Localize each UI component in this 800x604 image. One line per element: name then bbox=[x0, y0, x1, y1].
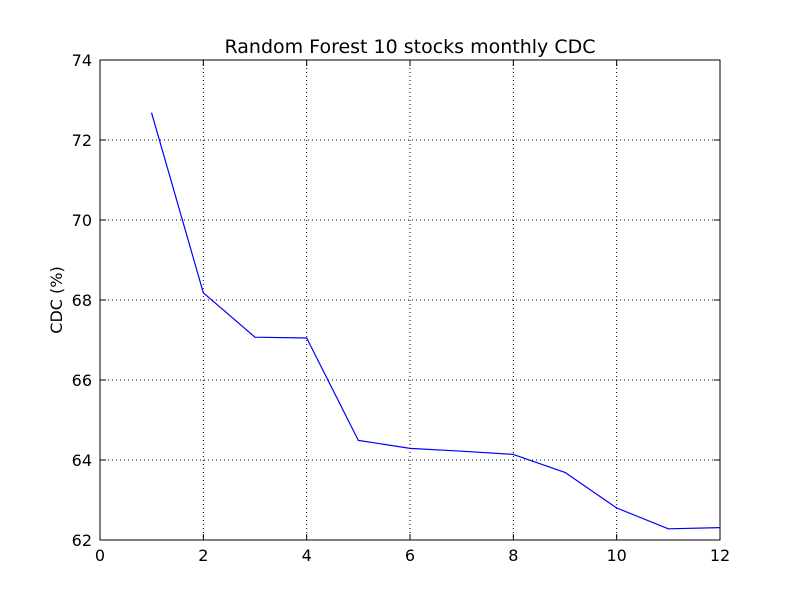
data-point bbox=[357, 439, 359, 441]
data-point bbox=[667, 528, 669, 530]
grid bbox=[100, 60, 720, 540]
data-point bbox=[151, 112, 153, 114]
series-layer bbox=[151, 112, 721, 530]
y-axis-label: CDC (%) bbox=[47, 266, 66, 333]
y-tick-label: 68 bbox=[72, 291, 92, 310]
x-tick-label: 4 bbox=[302, 546, 312, 565]
x-tick-label: 12 bbox=[710, 546, 730, 565]
y-tick-label: 70 bbox=[72, 211, 92, 230]
x-tick-label: 2 bbox=[198, 546, 208, 565]
y-tick-label: 62 bbox=[72, 531, 92, 550]
x-tick-label: 10 bbox=[606, 546, 626, 565]
x-tick-label: 6 bbox=[405, 546, 415, 565]
y-tick-label: 74 bbox=[72, 51, 92, 70]
data-point bbox=[409, 447, 411, 449]
x-tick-label: 0 bbox=[95, 546, 105, 565]
data-point bbox=[461, 450, 463, 452]
data-point bbox=[254, 336, 256, 338]
series-line bbox=[151, 113, 721, 530]
chart-title: Random Forest 10 stocks monthly CDC bbox=[224, 36, 595, 58]
y-tick-label: 72 bbox=[72, 131, 92, 150]
data-point bbox=[306, 337, 308, 339]
data-point bbox=[202, 292, 204, 294]
data-point bbox=[512, 453, 514, 455]
x-tick-label: 8 bbox=[508, 546, 518, 565]
data-point bbox=[564, 471, 566, 473]
data-point bbox=[616, 507, 618, 509]
y-tick-label: 66 bbox=[72, 371, 92, 390]
y-tick-label: 64 bbox=[72, 451, 92, 470]
